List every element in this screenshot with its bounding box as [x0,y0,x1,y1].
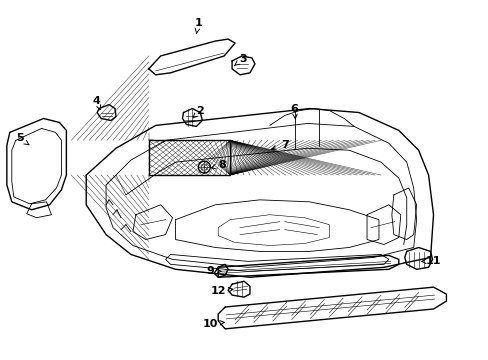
Text: 10: 10 [202,319,224,329]
Text: 6: 6 [290,104,298,119]
Text: 9: 9 [206,266,221,276]
Text: 8: 8 [211,160,225,170]
Text: 12: 12 [210,286,232,296]
Text: 11: 11 [421,256,440,266]
Text: 7: 7 [271,140,288,150]
Text: 1: 1 [194,18,202,34]
Text: 5: 5 [16,133,29,145]
Text: 2: 2 [193,105,204,118]
Text: 4: 4 [92,96,101,109]
Text: 3: 3 [234,54,246,66]
